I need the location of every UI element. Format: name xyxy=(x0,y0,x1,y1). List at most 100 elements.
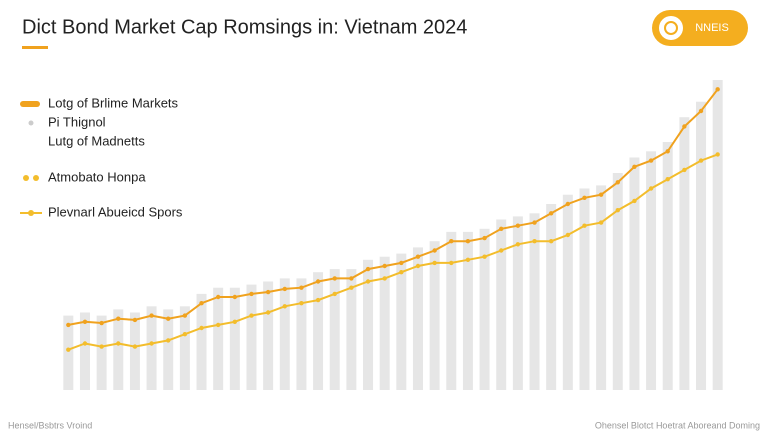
point xyxy=(232,294,238,300)
point xyxy=(182,313,188,318)
point xyxy=(715,87,720,92)
point xyxy=(582,223,587,228)
point xyxy=(282,304,287,309)
bar xyxy=(163,309,174,390)
point xyxy=(349,276,354,281)
bar xyxy=(346,269,357,390)
bar xyxy=(696,101,707,390)
point xyxy=(82,341,88,346)
point xyxy=(116,316,121,321)
bar xyxy=(229,287,240,390)
bar xyxy=(629,157,640,390)
bar xyxy=(596,185,607,390)
point xyxy=(232,319,238,324)
point xyxy=(632,164,637,169)
bar xyxy=(512,216,523,390)
point xyxy=(682,167,687,173)
point xyxy=(548,211,554,216)
bar xyxy=(79,312,90,390)
legend-label: Lutg of Madnetts xyxy=(48,133,145,148)
point xyxy=(332,291,337,297)
point xyxy=(565,232,571,238)
point xyxy=(565,201,571,207)
point xyxy=(249,291,254,297)
bar xyxy=(196,293,207,390)
point xyxy=(365,279,371,284)
point xyxy=(449,260,454,266)
point xyxy=(299,285,304,290)
bar xyxy=(113,309,124,390)
point xyxy=(482,254,487,259)
bar xyxy=(329,269,340,390)
point xyxy=(698,108,704,114)
bar xyxy=(146,306,157,390)
bar xyxy=(612,173,623,390)
footer-left: Hensel/Bsbtrs Vroind xyxy=(8,420,92,430)
bar xyxy=(179,306,190,390)
bar xyxy=(263,281,274,390)
point xyxy=(432,260,437,266)
point xyxy=(465,239,471,244)
bar xyxy=(529,213,540,390)
point xyxy=(99,320,104,326)
point xyxy=(399,260,404,266)
point xyxy=(82,319,88,324)
point xyxy=(149,341,154,346)
point xyxy=(132,344,138,349)
bar xyxy=(129,312,140,390)
bar xyxy=(429,241,440,390)
badge-icon xyxy=(659,16,683,40)
bar xyxy=(462,231,473,390)
legend-label: Lotg of Brlime Markets xyxy=(48,95,179,110)
bar xyxy=(412,247,423,390)
point xyxy=(349,285,354,290)
point xyxy=(532,220,537,225)
line xyxy=(67,153,719,351)
point xyxy=(548,239,554,244)
point xyxy=(199,325,204,331)
point xyxy=(499,248,504,253)
point xyxy=(315,297,321,303)
bar xyxy=(396,253,407,390)
bar xyxy=(712,80,723,390)
legend-swatch xyxy=(20,101,40,107)
bar xyxy=(379,256,390,390)
point xyxy=(665,149,670,154)
point xyxy=(515,223,521,228)
badge-icon-ring xyxy=(664,21,678,35)
bar xyxy=(63,315,74,390)
point xyxy=(199,301,204,306)
point xyxy=(382,276,387,281)
point xyxy=(365,266,371,272)
bar xyxy=(213,287,224,390)
point xyxy=(215,294,221,300)
point xyxy=(265,310,271,315)
title-accent xyxy=(22,46,48,49)
bar xyxy=(446,231,457,390)
point xyxy=(615,180,620,185)
legend-swatch xyxy=(28,210,34,216)
point xyxy=(532,239,537,244)
point xyxy=(215,322,221,328)
point xyxy=(665,177,670,182)
point xyxy=(648,158,654,163)
point xyxy=(598,220,604,225)
bar xyxy=(363,259,374,390)
legend-swatch xyxy=(28,120,34,126)
point xyxy=(648,186,654,191)
point xyxy=(515,242,521,247)
point xyxy=(482,235,487,241)
chart-title: Dict Bond Market Cap Romsings in: Vietna… xyxy=(22,16,467,38)
point xyxy=(582,195,587,200)
point xyxy=(265,289,271,295)
point xyxy=(615,208,620,213)
point xyxy=(66,322,71,328)
bar xyxy=(546,204,557,390)
point xyxy=(282,286,287,292)
legend-swatch xyxy=(33,175,39,181)
point xyxy=(149,313,154,318)
bar xyxy=(479,228,490,390)
legend-swatch xyxy=(23,175,29,181)
point xyxy=(332,276,337,281)
point xyxy=(166,338,171,343)
